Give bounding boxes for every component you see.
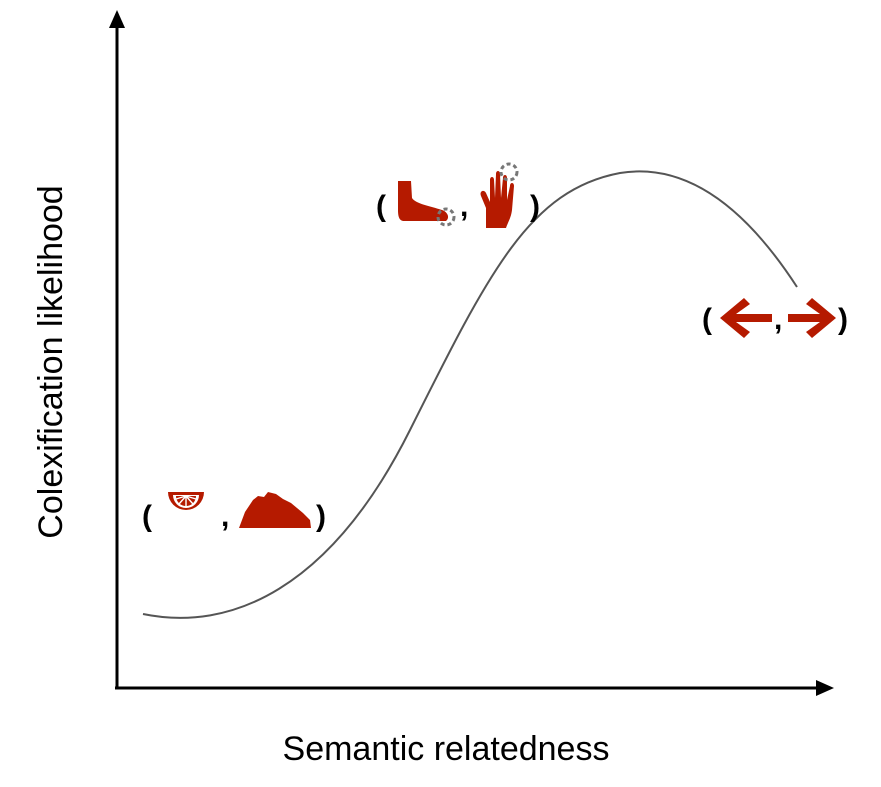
open-paren: ( <box>376 190 386 223</box>
close-paren: ) <box>316 500 326 533</box>
y-axis-title: Colexification likelihood <box>32 185 70 538</box>
hand-finger-icon <box>480 162 519 228</box>
orange-slice-icon <box>168 492 204 510</box>
open-paren: ( <box>702 303 712 336</box>
arrow-right-icon <box>788 298 836 338</box>
x-axis-arrowhead <box>816 680 834 696</box>
example-left-right: ( , ) <box>702 298 848 338</box>
close-paren: ) <box>838 303 848 336</box>
separator: , <box>221 500 229 533</box>
foot-toe-icon <box>398 181 456 227</box>
close-paren: ) <box>530 190 540 223</box>
arrow-left-icon <box>720 298 772 338</box>
separator: , <box>460 190 468 223</box>
separator: , <box>774 303 782 336</box>
example-foot-hand: ( , ) <box>376 162 540 228</box>
axes <box>109 10 834 696</box>
example-orange-mountain: ( , ) <box>142 492 326 533</box>
open-paren: ( <box>142 500 152 533</box>
x-axis-title: Semantic relatedness <box>283 730 610 768</box>
relatedness-curve <box>142 170 798 619</box>
y-axis-arrowhead <box>109 10 125 28</box>
mountain-icon <box>239 492 311 528</box>
